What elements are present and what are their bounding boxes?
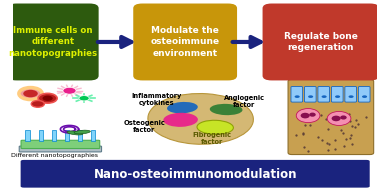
Ellipse shape — [74, 130, 90, 134]
FancyBboxPatch shape — [345, 87, 356, 102]
Ellipse shape — [163, 113, 198, 127]
Bar — [91, 130, 95, 141]
Ellipse shape — [301, 113, 310, 118]
FancyBboxPatch shape — [318, 87, 330, 102]
Circle shape — [79, 96, 89, 101]
Circle shape — [362, 95, 367, 98]
FancyBboxPatch shape — [8, 4, 99, 81]
Ellipse shape — [296, 108, 320, 123]
Circle shape — [294, 95, 300, 98]
Text: Modulate the
osteoimmune
environment: Modulate the osteoimmune environment — [150, 26, 220, 58]
Text: Different nanotopographies: Different nanotopographies — [11, 153, 98, 158]
Text: Fibrogenic
factor: Fibrogenic factor — [192, 132, 231, 145]
FancyBboxPatch shape — [332, 87, 343, 102]
Circle shape — [23, 90, 38, 97]
Ellipse shape — [210, 104, 243, 115]
Ellipse shape — [327, 111, 351, 125]
FancyBboxPatch shape — [21, 140, 100, 149]
FancyBboxPatch shape — [304, 87, 316, 102]
Ellipse shape — [340, 115, 347, 120]
Bar — [39, 130, 43, 141]
Bar — [52, 130, 56, 141]
Circle shape — [19, 88, 42, 100]
Bar — [78, 130, 82, 141]
Circle shape — [335, 95, 340, 98]
Circle shape — [38, 93, 57, 103]
FancyBboxPatch shape — [133, 4, 237, 81]
FancyBboxPatch shape — [20, 159, 371, 189]
Text: Osteogenic
factor: Osteogenic factor — [123, 120, 165, 133]
FancyBboxPatch shape — [291, 87, 303, 102]
Text: Inflammatory
cytokines: Inflammatory cytokines — [132, 93, 182, 106]
FancyBboxPatch shape — [288, 80, 374, 155]
Circle shape — [43, 96, 53, 101]
Circle shape — [322, 95, 327, 98]
FancyBboxPatch shape — [19, 146, 102, 152]
Ellipse shape — [67, 131, 83, 135]
Text: Regulate bone
regeneration: Regulate bone regeneration — [284, 32, 358, 52]
Circle shape — [308, 95, 313, 98]
Text: Nano-osteoimmunomodulation: Nano-osteoimmunomodulation — [93, 168, 297, 181]
Text: Angiogenic
factor: Angiogenic factor — [224, 94, 265, 108]
Ellipse shape — [167, 102, 198, 113]
Circle shape — [31, 101, 44, 107]
Circle shape — [63, 87, 76, 94]
Circle shape — [349, 95, 354, 98]
Ellipse shape — [332, 116, 341, 121]
FancyBboxPatch shape — [263, 4, 378, 81]
Text: Immune cells on
different
nanotopographies: Immune cells on different nanotopographi… — [9, 26, 98, 58]
FancyBboxPatch shape — [358, 87, 370, 102]
Bar — [65, 130, 69, 141]
Ellipse shape — [148, 94, 253, 144]
Bar — [25, 130, 30, 141]
Ellipse shape — [197, 120, 233, 134]
Ellipse shape — [309, 113, 316, 117]
